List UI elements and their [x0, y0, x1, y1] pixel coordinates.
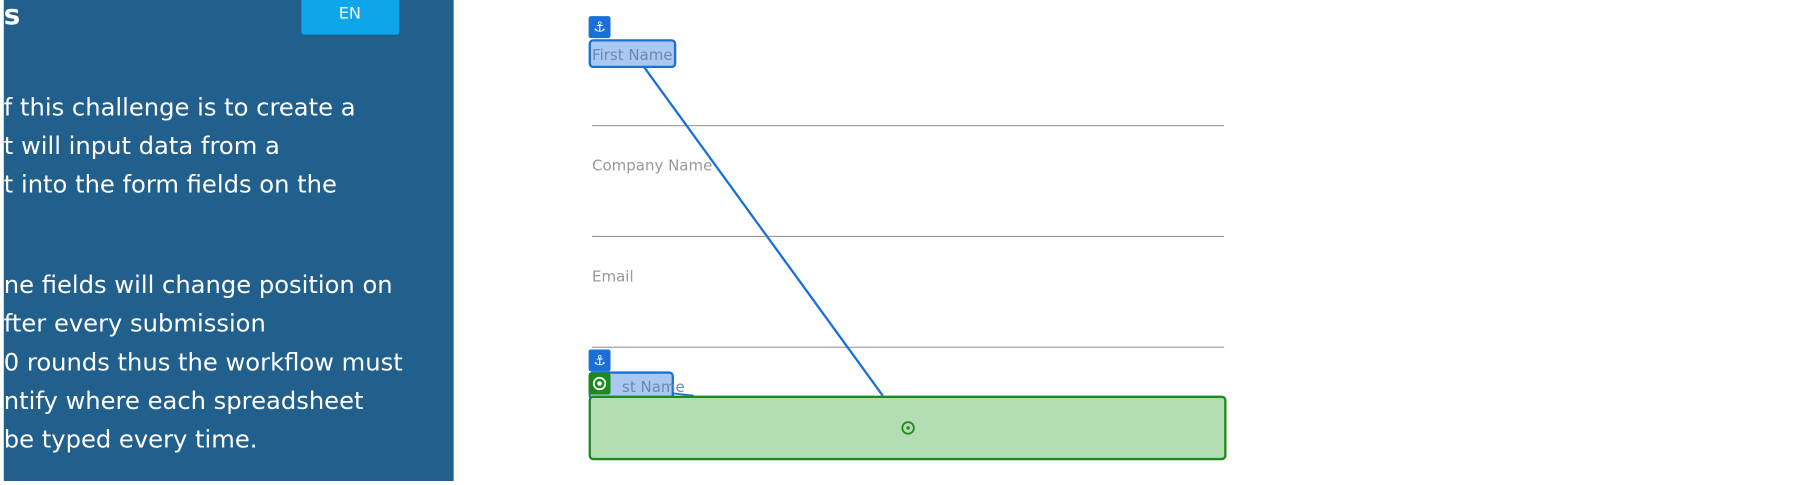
paragraph-line: be typed every time. [4, 426, 258, 454]
anchor-highlight [588, 39, 677, 69]
paragraph-line: f this challenge is to create a [4, 93, 356, 121]
paragraph-line: t into the form fields on the [4, 171, 337, 199]
anchor-symbol: ⚓ [593, 353, 605, 369]
language-button-label[interactable]: EN [339, 3, 361, 22]
target-dot [597, 381, 602, 386]
connector-line [672, 392, 694, 397]
anchor-icon[interactable] [588, 16, 611, 39]
left-panel [3, 0, 454, 481]
anchor-symbol: ⚓ [593, 20, 605, 36]
paragraph-line: 0 rounds thus the workflow must [4, 348, 403, 376]
target-crosshair [901, 421, 915, 435]
field-label: Company Name [592, 157, 712, 175]
target-crosshair-dot [906, 426, 910, 430]
anchor-label: First Name [592, 46, 673, 64]
anchor-label: st Name [622, 378, 685, 396]
paragraph-line: ne fields will change position on [4, 271, 393, 299]
connector-line [643, 66, 884, 397]
panel-title: s [4, 0, 20, 31]
anchor-icon[interactable] [588, 349, 611, 372]
language-button[interactable] [301, 0, 400, 35]
paragraph-line: ntify where each spreadsheet [4, 387, 364, 415]
field-label: Email [592, 267, 634, 285]
target-ring [592, 376, 607, 391]
paragraph-line: fter every submission [4, 310, 266, 338]
paragraph-line: t will input data from a [4, 132, 280, 160]
